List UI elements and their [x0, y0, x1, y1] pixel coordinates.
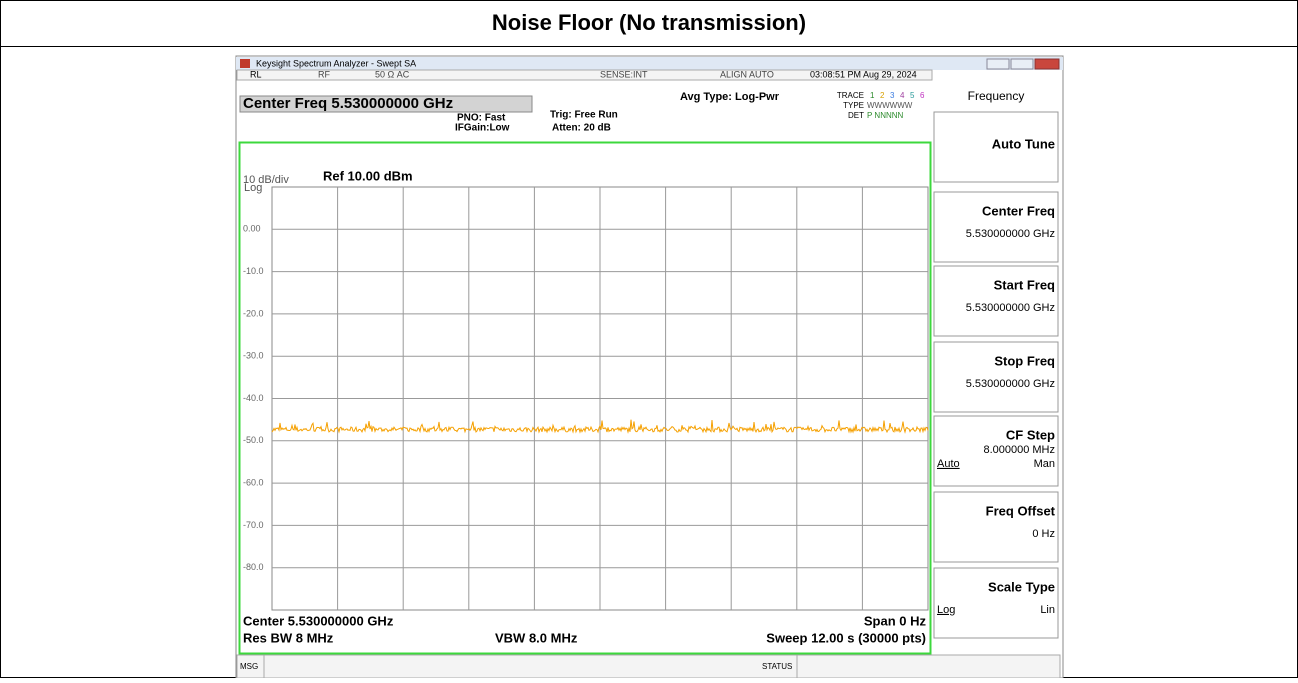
softkey-value: 0 Hz [1032, 528, 1055, 540]
softkey-option: Auto [937, 458, 960, 470]
ref: Ref 10.00 dBm [323, 168, 413, 183]
softkey-value: 8.000000 MHz [983, 444, 1055, 456]
det-label: DET [848, 111, 864, 120]
softkey-option: Lin [1040, 604, 1055, 616]
trace-label: TRACE [837, 91, 864, 100]
status: STATUS [762, 662, 792, 671]
trace-number: 3 [890, 91, 895, 100]
trace-number: 2 [880, 91, 885, 100]
msg-bar [236, 654, 1061, 679]
center: Center 5.530000000 GHz [243, 613, 394, 628]
type-label: TYPE [843, 101, 864, 110]
softkey-label: Center Freq [982, 203, 1055, 218]
maximize-button[interactable] [1010, 58, 1034, 70]
plot-frame [238, 141, 932, 655]
avg-type: Avg Type: Log-Pwr [680, 91, 780, 103]
softkey-label: CF Step [1006, 427, 1055, 442]
y-label: -70.0 [243, 520, 264, 530]
trace-number: 5 [910, 91, 915, 100]
pno: PNO: Fast [457, 113, 506, 124]
center-freq-box [239, 95, 533, 113]
sweep: Sweep 12.00 s (30000 pts) [766, 630, 926, 645]
y-label: -20.0 [243, 308, 264, 318]
softkey[interactable] [933, 491, 1059, 563]
impedance: 50 Ω AC [375, 69, 410, 79]
app-icon [240, 59, 250, 68]
det-value: P NNNNN [867, 111, 904, 120]
atten: Atten: 20 dB [552, 123, 611, 134]
log: Log [244, 182, 262, 194]
softkey-option: Man [1034, 458, 1055, 470]
trig: Trig: Free Run [550, 110, 618, 121]
scale: 10 dB/div [243, 174, 289, 186]
vbw: VBW 8.0 MHz [495, 630, 578, 645]
softkey[interactable] [933, 415, 1059, 487]
softkey-label: Auto Tune [992, 136, 1055, 151]
softkey-value: 5.530000000 GHz [966, 228, 1055, 240]
close-button[interactable] [1034, 58, 1060, 70]
trace-number: 6 [920, 91, 925, 100]
status-row [236, 69, 933, 81]
ifgain: IFGain:Low [455, 123, 510, 134]
softkey-label: Freq Offset [986, 503, 1056, 518]
y-label: -10.0 [243, 266, 264, 276]
title: Noise Floor (No transmission) [492, 10, 806, 35]
noise-trace [271, 419, 929, 434]
screenshot [235, 55, 1064, 679]
y-label: -50.0 [243, 435, 264, 445]
softkey-label: Start Freq [994, 277, 1055, 292]
softkey[interactable] [933, 191, 1059, 263]
msg: MSG [240, 662, 258, 671]
rl: RL [250, 69, 262, 79]
softkey-value: 5.530000000 GHz [966, 302, 1055, 314]
y-label: 0.00 [243, 224, 261, 234]
trace-number: 4 [900, 91, 905, 100]
y-label: -80.0 [243, 562, 264, 572]
softkey-menu: Frequency [968, 89, 1025, 103]
softkey-label: Scale Type [988, 579, 1055, 594]
window-title: Keysight Spectrum Analyzer - Swept SA [256, 58, 416, 68]
center-freq: Center Freq 5.530000000 GHz [243, 95, 453, 112]
softkey-value: 5.530000000 GHz [966, 378, 1055, 390]
y-label: -30.0 [243, 351, 264, 361]
type-value: WWWWWW [867, 101, 913, 110]
trace-number: 1 [870, 91, 875, 100]
datetime: 03:08:51 PM Aug 29, 2024 [810, 69, 917, 79]
softkey-label: Stop Freq [994, 353, 1055, 368]
window-titlebar [236, 57, 1063, 70]
res-bw: Res BW 8 MHz [243, 630, 334, 645]
softkey[interactable] [933, 341, 1059, 413]
y-label: -40.0 [243, 393, 264, 403]
minimize-button[interactable] [986, 58, 1010, 70]
softkey[interactable] [933, 567, 1059, 639]
softkey[interactable] [933, 111, 1059, 183]
softkey[interactable] [933, 265, 1059, 337]
y-label: -60.0 [243, 477, 264, 487]
align: ALIGN AUTO [720, 69, 774, 79]
rf: RF [318, 69, 330, 79]
sense: SENSE:INT [600, 69, 648, 79]
span: Span 0 Hz [864, 613, 927, 628]
softkey-option: Log [937, 604, 955, 616]
